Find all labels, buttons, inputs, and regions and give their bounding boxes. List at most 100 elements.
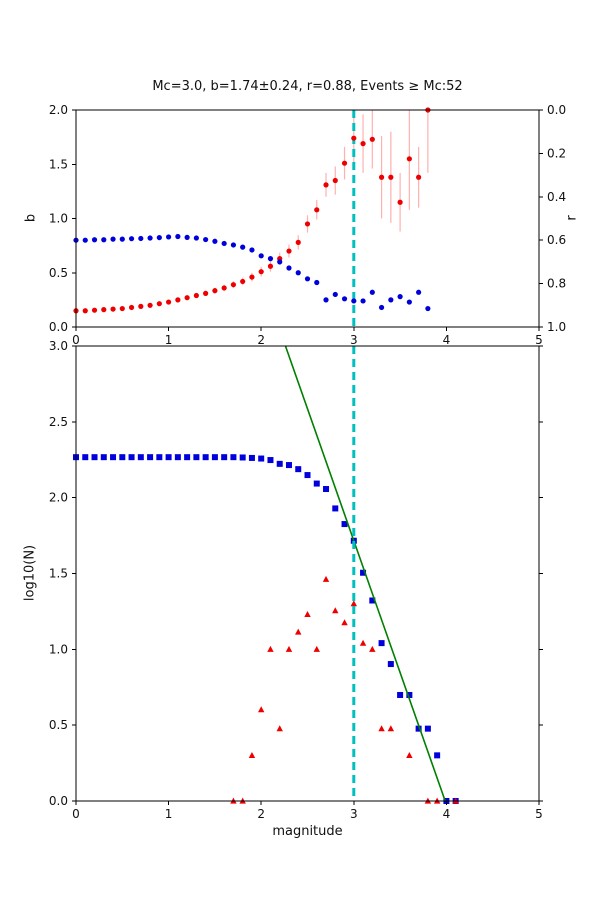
b-value-point bbox=[212, 288, 218, 294]
b-value-point bbox=[314, 207, 320, 213]
r-value-point bbox=[341, 296, 348, 302]
tick-label: 4 bbox=[443, 807, 451, 821]
incremental-point bbox=[332, 607, 339, 614]
tick-label: 2.5 bbox=[49, 415, 68, 429]
r-value-point bbox=[277, 259, 283, 265]
incremental-point bbox=[369, 645, 376, 652]
r-value-point bbox=[119, 236, 125, 242]
r-value-point bbox=[138, 235, 144, 242]
b-value-point bbox=[406, 156, 412, 162]
cumulative-point bbox=[165, 454, 172, 461]
b-value-point bbox=[249, 274, 255, 280]
r-value-point bbox=[193, 235, 199, 241]
r-value-point bbox=[184, 234, 190, 240]
cumulative-point bbox=[267, 457, 274, 464]
tick-label: 0.8 bbox=[547, 277, 566, 291]
cumulative-point bbox=[156, 454, 163, 461]
r-value-point bbox=[425, 305, 431, 312]
tick-label: 2 bbox=[257, 333, 265, 347]
b-value-point bbox=[128, 304, 135, 311]
b-value-point bbox=[156, 301, 162, 307]
incremental-point bbox=[350, 600, 357, 607]
cumulative-point bbox=[360, 569, 367, 576]
tick-label: 0.0 bbox=[547, 103, 566, 117]
b-value-point bbox=[397, 199, 403, 205]
tick-label: 0.2 bbox=[547, 146, 566, 160]
b-value-point bbox=[230, 282, 237, 288]
tick-label: 0.6 bbox=[547, 233, 566, 247]
b-value-point bbox=[193, 292, 199, 299]
r-value-point bbox=[240, 244, 246, 250]
tick-label: 3 bbox=[350, 807, 358, 821]
cumulative-point bbox=[323, 486, 330, 493]
r-value-point bbox=[110, 236, 116, 242]
cumulative-point bbox=[82, 454, 89, 461]
fit-line bbox=[284, 345, 446, 802]
r-value-point bbox=[406, 299, 412, 305]
b-value-point bbox=[221, 285, 227, 291]
tick-label: 5 bbox=[535, 807, 543, 821]
cumulative-point bbox=[387, 661, 394, 668]
r-value-point bbox=[369, 289, 375, 295]
b-value-point bbox=[369, 136, 375, 142]
cumulative-point bbox=[434, 752, 441, 759]
b-value-point bbox=[184, 295, 190, 301]
r-value-point bbox=[397, 294, 403, 300]
incremental-point bbox=[322, 575, 330, 582]
cumulative-point bbox=[119, 454, 126, 461]
tick-label: 0 bbox=[72, 333, 80, 347]
b-value-point bbox=[175, 297, 181, 303]
r-value-point bbox=[295, 270, 301, 276]
b-value-point bbox=[258, 269, 264, 275]
b-value-point bbox=[147, 302, 153, 308]
b-value-point bbox=[240, 278, 246, 285]
r-value-point bbox=[388, 297, 394, 303]
r-value-point bbox=[147, 235, 153, 241]
bottom-x-axis-label: magnitude bbox=[272, 824, 343, 839]
incremental-point bbox=[341, 619, 348, 626]
b-value-point bbox=[286, 248, 292, 254]
cumulative-point bbox=[378, 640, 385, 647]
cumulative-point bbox=[100, 454, 107, 461]
r-value-point bbox=[378, 304, 385, 311]
b-value-point bbox=[416, 174, 422, 180]
r-value-point bbox=[212, 238, 218, 244]
cumulative-point bbox=[137, 454, 144, 461]
bottom-plot-frame bbox=[75, 345, 540, 802]
b-value-point bbox=[110, 306, 116, 312]
incremental-point bbox=[258, 706, 265, 713]
cumulative-point bbox=[248, 454, 255, 461]
r-value-point bbox=[230, 242, 237, 248]
r-value-point bbox=[323, 297, 329, 303]
r-value-point bbox=[304, 276, 311, 282]
tick-label: 2.0 bbox=[49, 491, 68, 505]
tick-label: 1 bbox=[165, 807, 173, 821]
tick-label: 0.4 bbox=[547, 190, 566, 204]
r-value-point bbox=[166, 234, 172, 240]
incremental-point bbox=[387, 725, 395, 732]
incremental-point bbox=[359, 639, 367, 646]
cumulative-point bbox=[147, 454, 154, 461]
r-value-point bbox=[128, 236, 135, 242]
cumulative-point bbox=[239, 454, 246, 461]
cumulative-point bbox=[424, 725, 431, 732]
b-value-point bbox=[203, 290, 209, 296]
cumulative-point bbox=[369, 597, 376, 604]
tick-label: 0.5 bbox=[49, 266, 68, 280]
cumulative-point bbox=[193, 454, 200, 461]
cumulative-point bbox=[406, 691, 413, 698]
r-value-point bbox=[360, 298, 366, 304]
b-value-point bbox=[101, 307, 107, 313]
cumulative-point bbox=[295, 466, 302, 473]
cumulative-point bbox=[341, 521, 348, 528]
cumulative-point bbox=[304, 472, 311, 479]
b-value-point bbox=[323, 182, 329, 188]
top-left-axis-label: b bbox=[23, 213, 39, 223]
r-value-point bbox=[91, 237, 98, 243]
incremental-point bbox=[304, 611, 311, 618]
b-value-point bbox=[351, 135, 357, 141]
b-value-point bbox=[138, 303, 144, 309]
r-value-point bbox=[101, 237, 107, 243]
b-value-point bbox=[82, 308, 88, 314]
